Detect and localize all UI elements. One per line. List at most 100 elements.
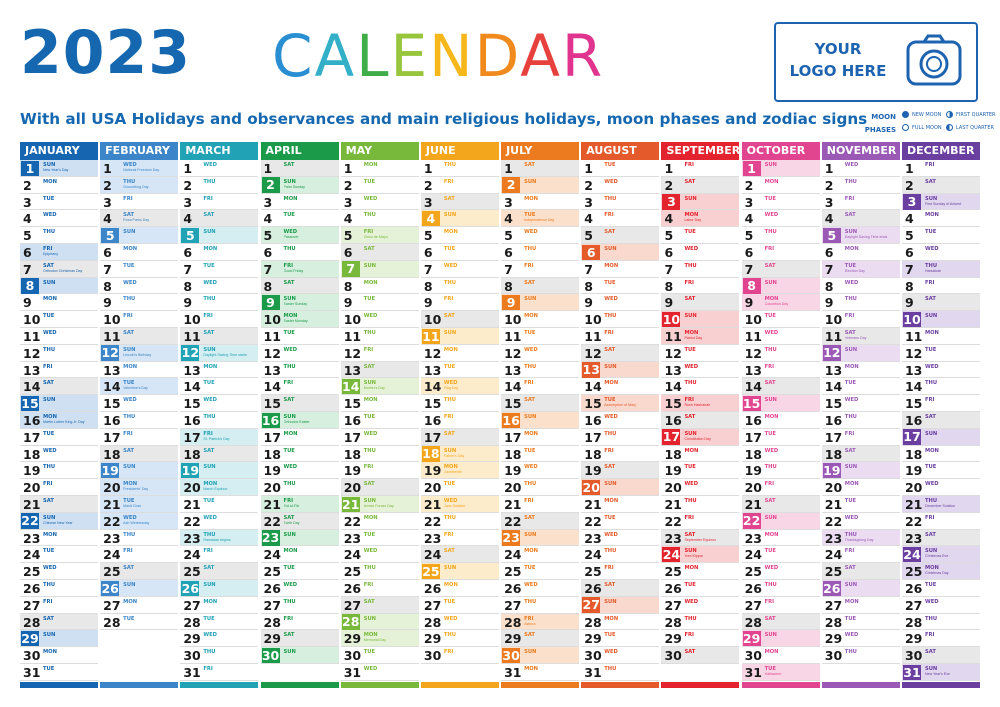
day-number: 4 bbox=[584, 211, 593, 227]
weekday-label: MON bbox=[844, 246, 859, 252]
weekday-label: SUN bbox=[43, 397, 56, 404]
day-number: 14 bbox=[341, 378, 360, 395]
month-header: JUNE bbox=[420, 142, 499, 160]
day-row: 16 MON bbox=[741, 412, 820, 429]
day-row: 26 SUN bbox=[180, 580, 259, 597]
weekday-label: TUE bbox=[443, 481, 456, 488]
weekday-label: THU bbox=[524, 363, 537, 370]
day-row: 7 MON bbox=[581, 261, 660, 278]
weekday-label: TUE bbox=[924, 229, 937, 236]
day-row: 4 MON bbox=[901, 210, 980, 228]
holiday-label: New Year's Day bbox=[43, 168, 69, 172]
weekday-label: WED bbox=[844, 279, 859, 286]
day-number: 26 bbox=[822, 580, 841, 596]
weekday-label: TUE bbox=[43, 666, 55, 672]
weekday-label: FRI bbox=[524, 262, 534, 269]
day-number: 3 bbox=[744, 194, 754, 210]
holiday-label: Epiphany bbox=[43, 252, 58, 256]
weekday-label: TUE bbox=[123, 615, 135, 622]
day-row: 14 WED Flag Day bbox=[420, 378, 499, 396]
weekday-label: TUE bbox=[684, 229, 696, 236]
day-number: 6 bbox=[582, 244, 601, 260]
day-row: 24 SAT bbox=[420, 546, 499, 564]
day-number: 18 bbox=[103, 446, 121, 462]
day-number: 4 bbox=[421, 210, 440, 227]
day-number: 17 bbox=[343, 429, 362, 445]
day-number: 10 bbox=[103, 312, 121, 328]
day-number: 6 bbox=[824, 245, 834, 260]
day-number: 21 bbox=[341, 496, 360, 512]
day-number: 5 bbox=[744, 228, 754, 244]
weekday-label: TUE bbox=[604, 632, 616, 639]
day-row: 3 MON bbox=[260, 194, 339, 211]
day-number: 23 bbox=[824, 530, 843, 546]
holiday-label: Chinese New Year bbox=[43, 520, 73, 525]
day-row: 13 MON bbox=[821, 362, 900, 379]
months-grid: JANUARY 1 SUN New Year's Day 2 MON 3 TUE 4 WED 5 TH… bbox=[20, 142, 980, 692]
day-number: 10 bbox=[504, 312, 522, 328]
holiday-label: Easter Monday bbox=[283, 319, 308, 324]
holiday-label: Orthodox Easter bbox=[283, 420, 310, 424]
month-header: OCTOBER bbox=[741, 142, 820, 160]
day-number: 19 bbox=[584, 463, 602, 479]
day-number: 7 bbox=[504, 261, 513, 277]
weekday-label: SAT bbox=[43, 380, 54, 387]
weekday-label: FRI bbox=[443, 414, 454, 420]
day-number: 21 bbox=[904, 497, 923, 512]
day-number: 30 bbox=[261, 647, 280, 664]
day-number: 9 bbox=[664, 295, 674, 311]
day-number: 10 bbox=[23, 312, 41, 328]
day-number: 5 bbox=[504, 228, 513, 244]
day-number: 3 bbox=[824, 194, 834, 210]
holiday-label: Ashura bbox=[524, 621, 536, 626]
day-row: 12 MON bbox=[420, 345, 499, 362]
weekday-label: TUE bbox=[764, 313, 776, 320]
day-number: 13 bbox=[582, 362, 601, 378]
weekday-label: THU bbox=[684, 498, 697, 504]
day-row: 23 MON bbox=[20, 530, 98, 547]
day-row: 27 FRI bbox=[741, 597, 820, 614]
day-number: 12 bbox=[744, 345, 763, 361]
weekday-label: SUN bbox=[203, 229, 216, 236]
weekday-label: SUN bbox=[844, 464, 858, 471]
day-row: 17 THU bbox=[581, 429, 660, 446]
weekday-label: FRI bbox=[123, 430, 133, 437]
weekday-label: TUE bbox=[924, 464, 937, 471]
day-number: 22 bbox=[742, 513, 761, 529]
day-row: 24 FRI bbox=[100, 546, 179, 564]
day-number: 24 bbox=[902, 546, 921, 563]
day-row: 16 SUN Orthodox Easter bbox=[260, 412, 339, 429]
day-row: 31 THU bbox=[581, 664, 660, 681]
day-row: 1 SUN New Year's Day bbox=[20, 160, 98, 177]
weekday-label: THU bbox=[203, 414, 216, 420]
day-row: 8 SAT bbox=[260, 277, 339, 295]
calendar-letter: D bbox=[474, 22, 521, 90]
day-row: 2 TUE bbox=[340, 177, 419, 194]
day-number: 16 bbox=[904, 413, 923, 428]
weekday-label: SUN bbox=[924, 313, 938, 320]
weekday-label: SAT bbox=[924, 296, 936, 303]
day-number: 10 bbox=[824, 312, 843, 328]
holiday-label: Lincoln's Birthday bbox=[123, 352, 152, 357]
day-row: 22 SAT bbox=[501, 512, 580, 530]
weekday-label: FRI bbox=[764, 481, 775, 488]
weekday-label: SUN bbox=[524, 296, 537, 303]
weekday-label: THU bbox=[203, 531, 216, 538]
day-row: 29 THU bbox=[420, 630, 499, 648]
day-number: 15 bbox=[824, 396, 843, 412]
day-number: 4 bbox=[343, 211, 353, 227]
day-row: 4 SAT bbox=[821, 210, 900, 228]
day-number: 4 bbox=[23, 211, 32, 227]
weekday-label: FRI bbox=[844, 313, 855, 320]
day-number: 27 bbox=[824, 597, 843, 613]
day-row: 23 THU bbox=[100, 530, 179, 547]
month-november: NOVEMBER 1 WED 2 THU 3 FRI 4 SAT 5 SUN Daylight Sav… bbox=[821, 142, 900, 688]
day-row: 28 THU bbox=[661, 614, 740, 631]
month-header: JANUARY bbox=[20, 142, 98, 160]
day-number: 21 bbox=[664, 497, 682, 512]
day-row: 11 TUE bbox=[260, 328, 339, 345]
day-number: 17 bbox=[824, 429, 843, 445]
month-header: SEPTEMBER bbox=[661, 142, 740, 160]
weekday-label: MON bbox=[844, 363, 859, 370]
day-number: 17 bbox=[902, 429, 921, 445]
